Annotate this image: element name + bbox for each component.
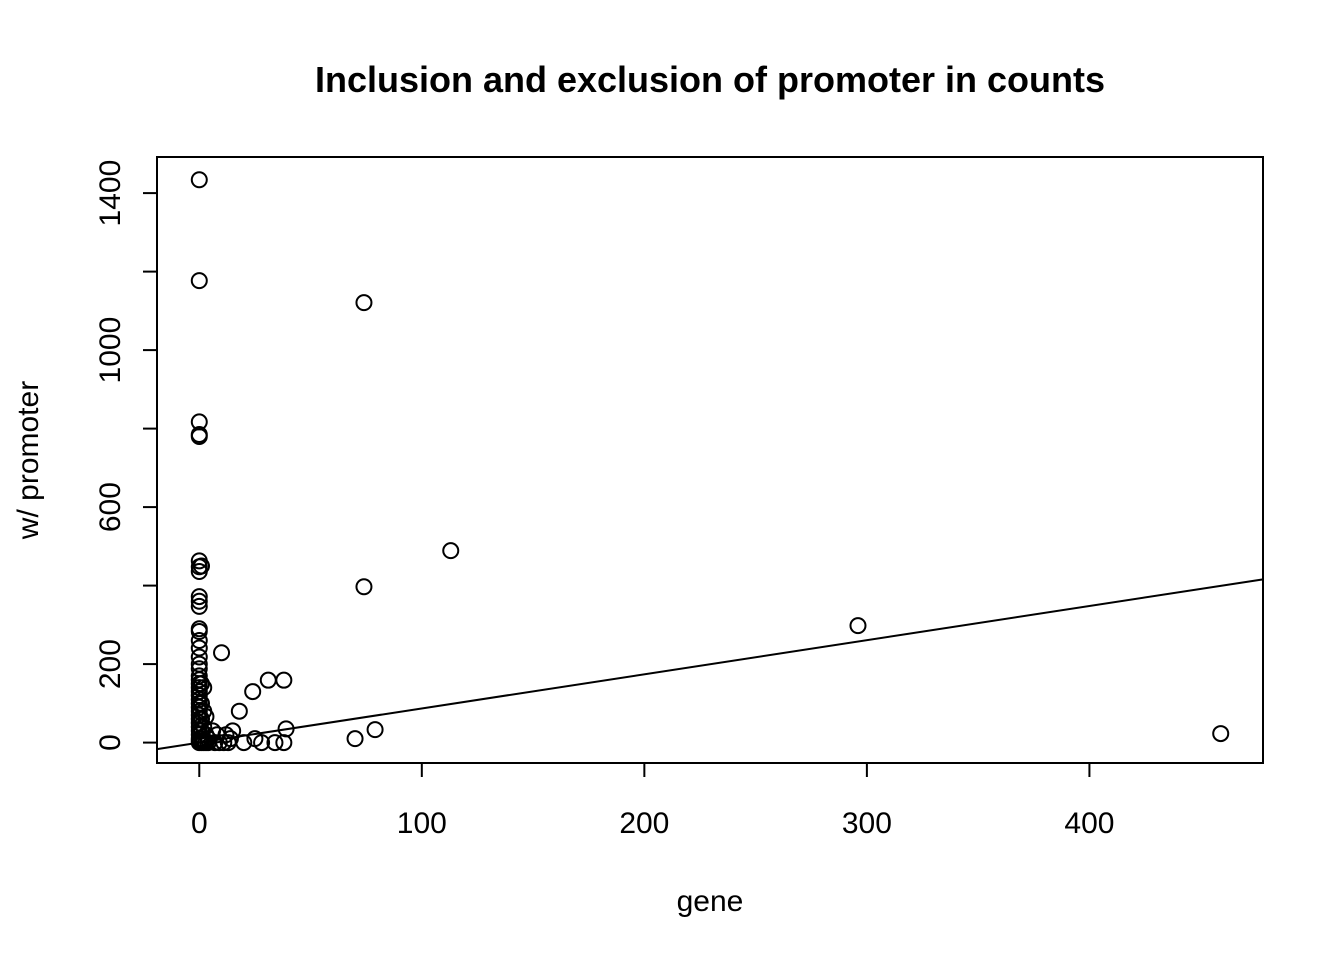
x-axis: 0 100 200 300 400 [191,762,1114,840]
data-point [190,623,208,641]
y-tick-label: 0 [94,734,127,751]
data-point [195,679,213,697]
fit-line-layer [156,578,1264,751]
y-tick-label: 1000 [94,317,127,384]
data-point [190,588,208,606]
y-axis: 0 200 600 1000 1400 [94,160,158,751]
data-point [277,720,295,738]
data-point [355,294,373,312]
y-tick-label: 600 [94,482,127,532]
data-point [849,617,867,635]
x-tick-label: 100 [397,807,447,840]
data-points [190,171,1230,752]
data-point [190,632,208,650]
data-point [253,734,271,752]
data-point [346,730,364,748]
data-point [190,639,208,657]
data-point [190,171,208,189]
data-point [230,702,248,720]
data-point [244,683,262,701]
x-tick-label: 200 [619,807,669,840]
y-axis-label: w/ promoter [12,381,45,540]
data-point [190,272,208,290]
data-point [224,722,242,740]
data-point [275,671,293,689]
data-point [190,597,208,615]
data-point [235,734,253,752]
chart-title: Inclusion and exclusion of promoter in c… [315,59,1105,100]
data-point [355,578,373,596]
plot-frame [156,156,1264,764]
data-point [197,708,215,726]
fit-line [156,578,1264,751]
data-point [190,562,208,580]
x-tick-label: 0 [191,807,208,840]
data-point [266,734,284,752]
data-point [213,644,231,662]
data-point [275,734,293,752]
data-point [259,671,277,689]
y-tick-label: 1400 [94,160,127,227]
y-tick-label: 200 [94,639,127,689]
data-point [1212,725,1230,743]
data-point [190,427,208,445]
x-axis-label: gene [677,885,744,918]
data-point [366,721,384,739]
data-point [206,734,224,752]
data-point [190,592,208,610]
x-tick-label: 400 [1064,807,1114,840]
x-tick-label: 300 [842,807,892,840]
data-point [442,542,460,560]
data-point [190,648,208,666]
